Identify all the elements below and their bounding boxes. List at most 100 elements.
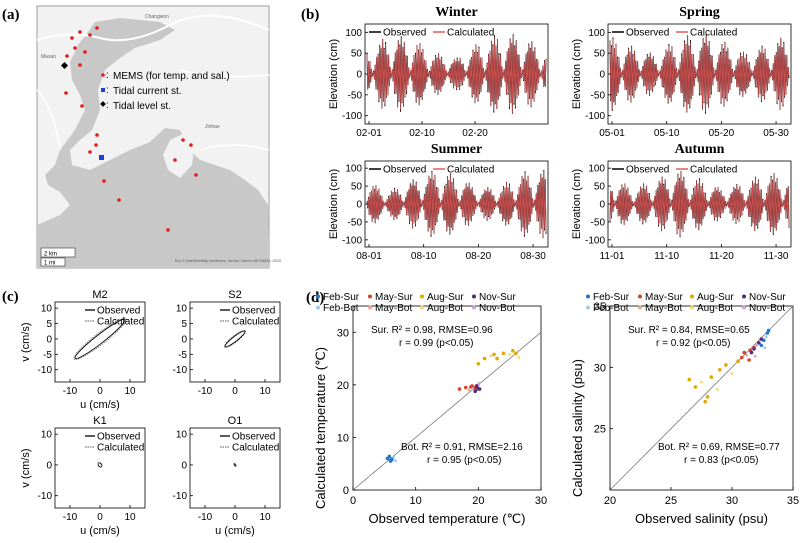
chart-title: Summer — [431, 142, 482, 157]
x-tick-label: 05-10 — [654, 128, 680, 139]
y-tick-label: 50 — [351, 49, 363, 60]
legend-marker — [586, 294, 590, 299]
legend-mems-label: MEMS (for temp. and sal.) — [113, 71, 230, 82]
mems-station-marker — [70, 36, 74, 40]
one-to-one-line — [352, 331, 542, 491]
x-tick-label: 10 — [124, 512, 136, 523]
y-tick-label: -50 — [348, 90, 363, 101]
legend-observed-label: Observed — [97, 306, 140, 317]
y-axis-label: Calculated salinity (psu) — [570, 359, 585, 497]
data-point-feb — [390, 457, 394, 462]
x-tick-label: 08-20 — [466, 251, 492, 262]
legend-marker — [638, 305, 642, 310]
map-panel: Changwon Masan Jinhae : MEMS (for temp. … — [36, 5, 281, 269]
x-tick-label: 02-20 — [462, 128, 488, 139]
y-axis-label: Elevation (cm) — [328, 39, 340, 109]
y-tick-label: 50 — [351, 182, 363, 193]
chart-title: Autumn — [675, 142, 725, 157]
chart-title: Winter — [435, 5, 478, 20]
x-tick-label: 35 — [787, 495, 799, 507]
data-point-aug — [508, 353, 512, 356]
x-tick-label: 08-10 — [411, 251, 437, 262]
y-axis-label: v (cm/s) — [20, 322, 32, 361]
calculated-ellipse — [233, 463, 237, 467]
mems-station-marker — [102, 179, 106, 183]
x-tick-label: 05-30 — [763, 128, 789, 139]
legend-observed-label: Observed — [383, 165, 426, 176]
mems-station-marker — [189, 143, 193, 147]
tide-chart-summer: Summer 100 50 0 -50 -100 08-01 08-10 08-20 08-30 E… — [328, 142, 549, 262]
y-tick-label: 5 — [181, 319, 187, 330]
legend-marker — [742, 294, 746, 299]
y-tick-label: 0 — [181, 334, 187, 345]
legend-calculated-label: Calculated — [97, 443, 144, 454]
y-tick-label: -10 — [38, 365, 53, 376]
bay-water — [37, 18, 269, 268]
x-tick-label: 05-01 — [599, 128, 625, 139]
x-axis-label: Observed salinity (psu) — [635, 511, 768, 526]
legend-marker — [638, 294, 642, 299]
legend-label: May-Bot — [645, 303, 682, 314]
x-tick-label: 02-01 — [356, 128, 382, 139]
data-point-aug — [693, 385, 698, 389]
stats-sur-line2: r = 0.99 (p<0.05) — [399, 338, 474, 349]
data-point-aug — [482, 356, 487, 361]
legend-label: Aug-Bot — [427, 303, 463, 314]
x-axis-label: Observed temperature (℃) — [369, 511, 526, 526]
scale-bar-km — [40, 247, 76, 258]
legend-label: Feb-Bot — [323, 303, 359, 314]
mems-legend-icon — [101, 73, 105, 77]
road — [36, 14, 270, 42]
y-tick-label: -5 — [178, 350, 187, 361]
y-tick-label: 35 — [594, 301, 606, 313]
legend-label: Aug-Sur — [427, 292, 464, 303]
mems-station-marker — [95, 133, 99, 137]
legend-calculated-label: Calculated — [690, 28, 737, 39]
calculated-series-line — [609, 171, 790, 237]
mems-station-marker — [65, 54, 69, 58]
calculated-series-line — [366, 35, 547, 114]
mems-station-marker — [88, 150, 92, 154]
y-tick-label: -100 — [585, 235, 605, 246]
legend-marker — [472, 305, 476, 310]
x-tick-label: -10 — [198, 512, 213, 523]
data-point-nov — [752, 347, 756, 351]
map-legend: : MEMS (for temp. and sal.) : Tidal curr… — [100, 70, 230, 112]
data-point-may — [467, 388, 471, 392]
mems-station-marker — [78, 30, 82, 34]
x-tick-label: 02-10 — [409, 128, 435, 139]
legend-calculated-label: Calculated — [232, 443, 279, 454]
y-tick-label: 10 — [337, 432, 349, 444]
legend-label: Nov-Sur — [479, 292, 516, 303]
tide-chart-winter: Winter 100 50 0 -50 -100 02-01 02-10 02-20 Elevat… — [328, 5, 549, 139]
x-axis-label: u (cm/s) — [215, 525, 255, 537]
y-tick-label: 0 — [181, 460, 187, 471]
current-legend-icon — [101, 88, 105, 92]
y-tick-label: 30 — [594, 362, 606, 374]
map-attribution: Esri, © OpenStreetMap contributors, TomT… — [175, 259, 281, 263]
y-axis-label: Elevation (cm) — [328, 169, 340, 239]
stats-bot-line2: r = 0.95 (p<0.05) — [427, 455, 502, 466]
data-point-aug — [705, 395, 710, 399]
data-point-may — [469, 385, 473, 389]
mems-stations — [64, 26, 198, 232]
x-tick-label: 0 — [232, 512, 238, 523]
temperature-scatter: 0 10 20 30 0 10 20 30 Observed temperature (℃) Ca… — [313, 292, 547, 526]
stats-sur-line2: r = 0.92 (p<0.05) — [656, 338, 731, 349]
observed-ellipse — [74, 318, 126, 360]
x-tick-label: -10 — [198, 386, 213, 397]
legend-current-label: Tidal current st. — [113, 86, 182, 97]
x-tick-label: 10 — [410, 495, 422, 507]
x-tick-label: 0 — [232, 386, 238, 397]
axes-frame — [609, 305, 794, 491]
data-point-aug — [703, 399, 707, 404]
data-point-nov — [755, 343, 758, 347]
x-tick-label: 20 — [604, 495, 616, 507]
x-tick-label: 30 — [535, 495, 547, 507]
place-label: Masan — [41, 54, 56, 60]
x-tick-label: -10 — [63, 386, 78, 397]
x-tick-label: 11-01 — [600, 251, 625, 262]
y-tick-label: 10 — [176, 304, 188, 315]
calculated-ellipse — [73, 317, 127, 361]
